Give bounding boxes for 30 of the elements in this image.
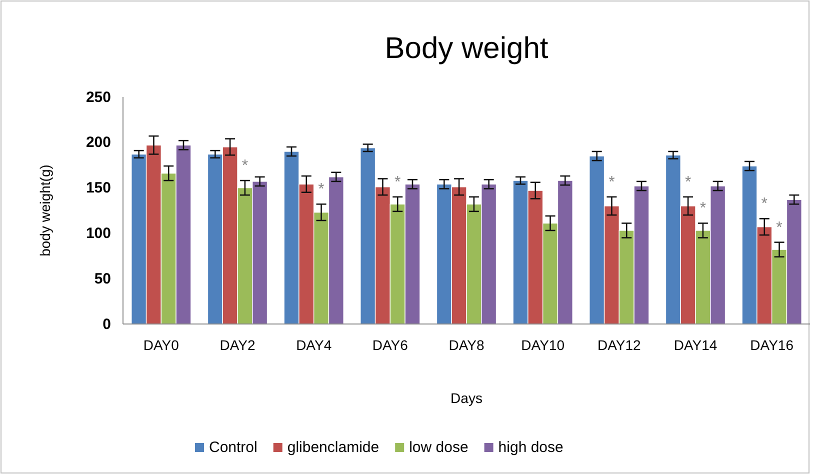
x-tick-label: DAY0 xyxy=(143,336,180,353)
x-tick-label: DAY12 xyxy=(598,336,642,353)
annotation: * xyxy=(684,174,692,191)
annotation: * xyxy=(761,196,768,213)
x-tick-label: DAY16 xyxy=(750,336,794,353)
annotation: * xyxy=(242,158,248,175)
y-tick-label: 50 xyxy=(94,270,111,288)
annotation: * xyxy=(318,181,324,198)
annotation: * xyxy=(700,200,706,218)
x-tick-label: DAY14 xyxy=(674,336,718,353)
x-tick-label: DAY8 xyxy=(448,336,484,353)
y-axis-title: body weight(g) xyxy=(37,164,53,256)
x-axis-title: Days xyxy=(450,390,482,406)
x-tick-label: DAY2 xyxy=(220,336,256,353)
legend-label: glibenclamide xyxy=(287,439,380,456)
legend-label: low dose xyxy=(409,439,468,456)
x-tick-label: DAY10 xyxy=(521,336,565,353)
annotation: * xyxy=(608,174,615,191)
y-tick-label: 0 xyxy=(102,316,111,333)
x-tick-label: DAY6 xyxy=(372,336,408,353)
y-tick-label: 250 xyxy=(86,88,111,106)
x-tick-label: DAY4 xyxy=(296,336,332,353)
y-tick-label: 100 xyxy=(86,225,111,242)
legend-label: Control xyxy=(209,439,258,456)
annotation: * xyxy=(776,219,782,236)
annotation: * xyxy=(394,174,401,191)
legend-label: high dose xyxy=(498,439,564,456)
y-tick-label: 150 xyxy=(86,180,111,197)
chart-title: Body weight xyxy=(384,32,549,65)
y-tick-label: 200 xyxy=(86,134,111,152)
